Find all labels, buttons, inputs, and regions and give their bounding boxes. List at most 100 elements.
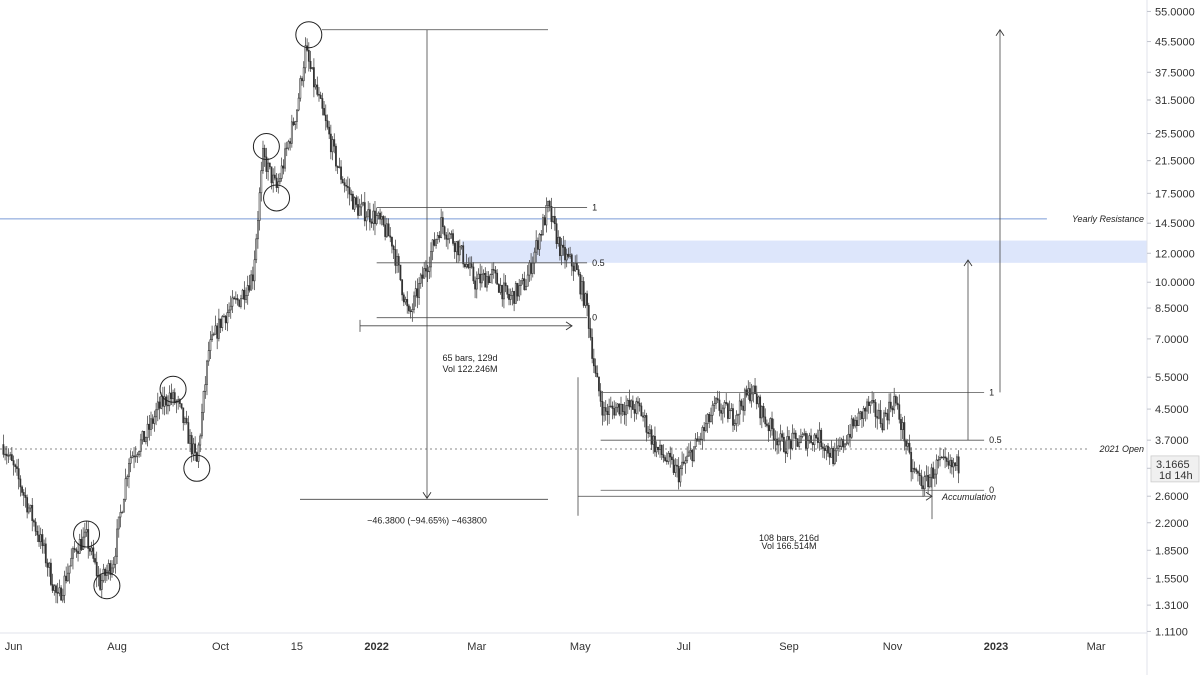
candle-body [625, 405, 627, 416]
y-tick-label-13: 4.5000 [1155, 404, 1189, 416]
candle-body [139, 439, 142, 452]
candle-body [789, 439, 792, 449]
candle-body [408, 305, 410, 312]
candle-body [156, 401, 159, 411]
candle-body [136, 454, 139, 457]
candle-body [360, 203, 363, 208]
candle-body [752, 385, 755, 395]
candle-body [290, 121, 293, 144]
candle-body [538, 234, 541, 250]
candle-body [945, 457, 948, 462]
candle-body [77, 551, 79, 554]
candle-body [374, 210, 376, 224]
candle-body [764, 416, 767, 425]
candle-body [950, 459, 953, 468]
candle-body [465, 264, 468, 268]
candle-body [482, 273, 485, 275]
candle-body [180, 403, 183, 409]
candle-body [195, 452, 198, 462]
candle-body [691, 450, 694, 462]
candle-body [861, 411, 863, 420]
candle-body [956, 456, 958, 466]
candle-body [301, 78, 303, 82]
candle-body [523, 278, 526, 290]
candle-body [896, 402, 899, 406]
candle-body [806, 440, 809, 449]
candle-body [616, 403, 619, 408]
candle-body [4, 453, 6, 456]
candle-body [83, 531, 86, 538]
time-axis[interactable]: Jun Aug Oct 15 2022 Mar May Jul Sep Nov 2023 Mar [5, 641, 1106, 653]
candle-body [251, 274, 254, 282]
candle-body [204, 384, 207, 392]
candle-body [903, 422, 906, 442]
candle-body [124, 478, 127, 500]
candle-body [131, 455, 134, 458]
candle-body [842, 439, 845, 448]
x-tick-label-10: 2023 [984, 641, 1008, 653]
countdown-label: 1d 14h [1159, 470, 1193, 482]
candle-body [733, 423, 736, 426]
candle-body [757, 396, 760, 405]
candle-body [21, 486, 23, 493]
candle-body [335, 145, 337, 167]
candle-body [859, 411, 862, 414]
candle-body [116, 528, 118, 557]
candle-body [805, 433, 807, 449]
marker-circle-1 [93, 572, 121, 600]
candle-body [603, 407, 605, 416]
candle-body [494, 269, 497, 274]
candle-body [608, 406, 611, 415]
candle-body [750, 393, 753, 402]
candle-body [433, 239, 436, 246]
candle-body [319, 94, 322, 99]
candle-body [380, 216, 383, 220]
candle-body [815, 434, 818, 439]
candle-body [637, 401, 639, 404]
y-tick-label-3: 31.5000 [1155, 95, 1195, 107]
candle-body [385, 223, 388, 237]
candle-body [275, 177, 278, 188]
candle-body [117, 516, 120, 530]
candle-body [669, 452, 672, 458]
candle-body [906, 442, 909, 447]
candle-body [350, 193, 353, 196]
candle-body [587, 305, 590, 329]
candle-body [591, 337, 594, 359]
price-axis[interactable]: 55.0000 45.5000 37.5000 31.5000 25.5000 21.50… [1147, 6, 1200, 638]
candle-body [737, 413, 739, 416]
candle-body [7, 455, 10, 457]
candle-body [399, 264, 402, 281]
candle-body [869, 401, 872, 406]
candle-body [681, 461, 683, 469]
candle-body [518, 285, 521, 297]
candle-body [810, 435, 812, 443]
candle-body [2, 444, 5, 455]
candle-body [689, 450, 692, 453]
resistance-zone [461, 240, 1148, 263]
candle-body [643, 415, 646, 418]
candle-body [199, 435, 202, 446]
candle-body [798, 442, 801, 447]
candle-body [384, 224, 387, 237]
candle-body [428, 266, 431, 272]
candle-body [679, 468, 682, 483]
candle-body [910, 452, 913, 473]
candle-body [16, 466, 18, 469]
candle-body [170, 392, 173, 399]
candle-body [772, 428, 775, 441]
candle-body [141, 430, 144, 441]
candle-body [111, 567, 113, 575]
candle-body [574, 262, 577, 272]
marker-circle-4 [252, 133, 280, 161]
candle-body [448, 233, 451, 240]
candle-body [121, 511, 124, 514]
candle-body [9, 454, 12, 456]
candle-body [372, 210, 375, 224]
candle-body [567, 253, 570, 257]
candle-body [401, 279, 404, 296]
candle-body [776, 438, 779, 446]
candle-body [346, 185, 349, 188]
